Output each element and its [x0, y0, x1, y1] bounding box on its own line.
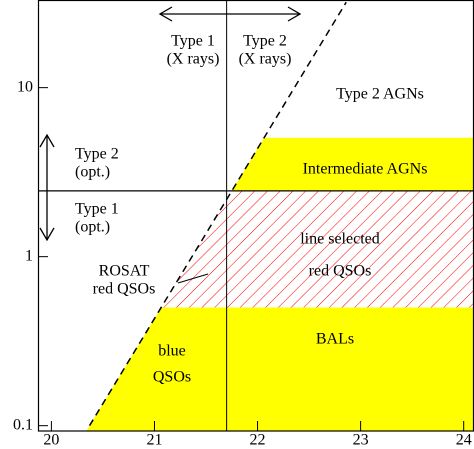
arrow-head	[39, 227, 55, 242]
region-label: red QSOs	[309, 263, 372, 280]
annotation: (X rays)	[239, 51, 292, 68]
arrows	[39, 6, 302, 284]
y-tick-label: 0.1	[13, 416, 33, 433]
annotation: Type 2	[75, 146, 119, 163]
annotation: (opt.)	[75, 219, 110, 236]
annotation: (X rays)	[167, 51, 220, 68]
regions	[86, 137, 474, 431]
arrow-head	[287, 6, 302, 22]
annotation: Type 1	[171, 33, 215, 50]
annotation: Type 1	[75, 201, 119, 218]
lines	[38, 0, 474, 431]
x-tick-label: 22	[250, 432, 266, 449]
annotation: (opt.)	[75, 164, 110, 181]
annotation: blue	[158, 343, 186, 360]
x-tick-label: 20	[43, 432, 59, 449]
x-tick-label: 24	[456, 432, 472, 449]
y-tick-label: 10	[17, 78, 33, 95]
region	[86, 307, 474, 431]
x-tick-label: 23	[353, 432, 369, 449]
x-tick-label: 21	[146, 432, 162, 449]
region	[161, 190, 474, 308]
y-tick-label: 1	[25, 247, 33, 264]
annotation: QSOs	[153, 369, 191, 386]
region-label: line selected	[300, 231, 380, 248]
annotation: red QSOs	[93, 281, 156, 298]
annotation: ROSAT	[99, 263, 150, 280]
arrow-head	[39, 133, 55, 148]
pointer	[177, 273, 209, 284]
labels: Intermediate AGNs line selected red QSOs BA…	[75, 33, 427, 386]
region	[231, 137, 474, 191]
boundary-line	[88, 1, 347, 427]
annotation: Type 2 AGNs	[336, 86, 424, 103]
annotation: Type 2	[243, 33, 287, 50]
region-label: Intermediate AGNs	[303, 161, 428, 178]
arrow-head	[158, 6, 173, 22]
region-label: BALs	[316, 331, 354, 348]
